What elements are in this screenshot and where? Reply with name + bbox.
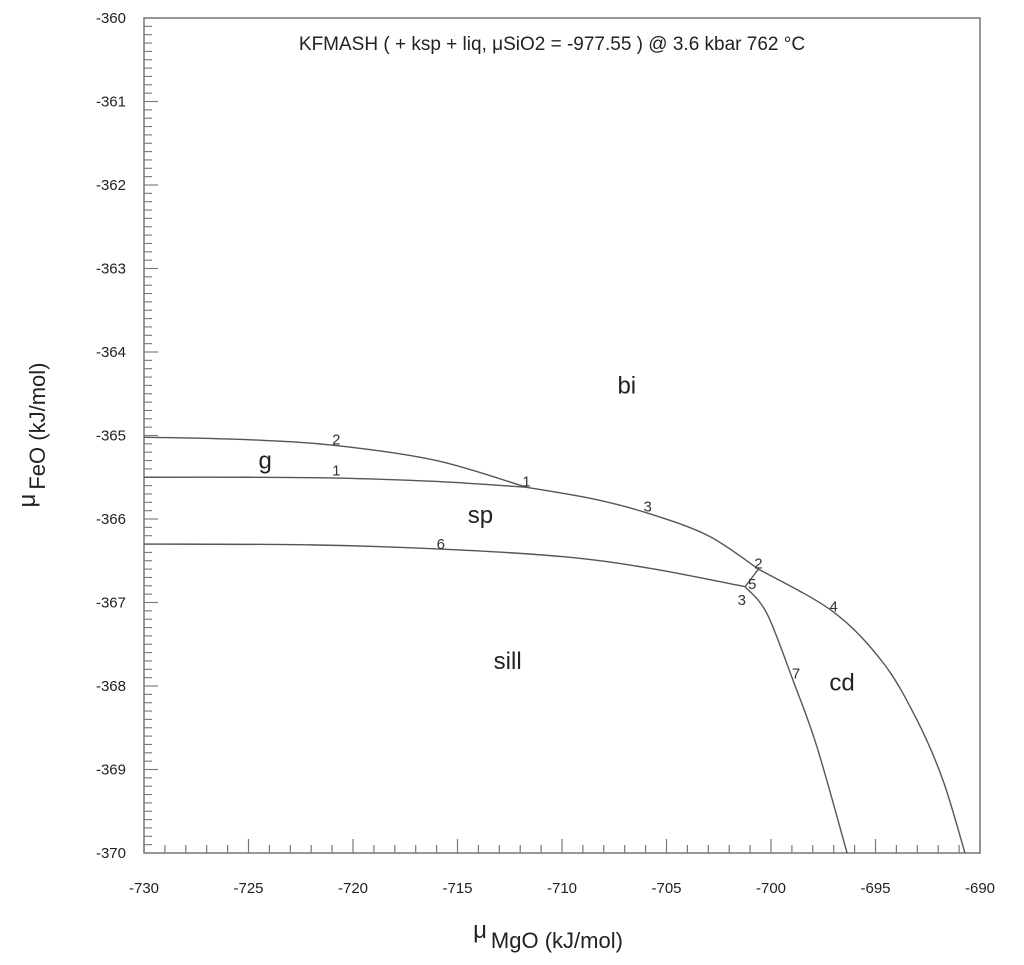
x-tick-label: -710 (547, 880, 577, 897)
plot-frame (143, 17, 981, 854)
reaction-label: 1 (522, 473, 530, 490)
reaction-label: 3 (644, 498, 652, 515)
boundary-bi-cd (758, 568, 966, 854)
phase-label-g: g (259, 448, 272, 475)
reaction-label: 1 (332, 463, 340, 480)
x-tick-label: -720 (338, 880, 368, 897)
y-axis-title: μ FeO (kJ/mol) (14, 363, 50, 508)
y-tick-label: -365 (96, 428, 126, 445)
x-axis-mu: μ (473, 917, 487, 944)
axis-ticks: -730 -725 -720 -715 -710 -705 -700 -695 -690 -360… (96, 10, 995, 897)
y-tick-label: -362 (96, 177, 126, 194)
x-tick-label: -725 (233, 880, 263, 897)
boundary-g-sp (143, 476, 527, 488)
x-tick-label: -705 (651, 880, 681, 897)
phase-boundaries (143, 436, 966, 854)
reaction-label: 7 (792, 665, 800, 682)
x-tick-label: -700 (756, 880, 786, 897)
phase-label-sp: sp (468, 502, 493, 529)
x-tick-label: -695 (860, 880, 890, 897)
boundary-bi-sp (526, 486, 759, 570)
reaction-label: 2 (754, 555, 762, 572)
boundary-sp-sill (143, 543, 746, 588)
phase-label-sill: sill (494, 648, 522, 675)
y-tick-label: -363 (96, 261, 126, 278)
phase-label-cd: cd (829, 670, 854, 697)
x-tick-label: -715 (442, 880, 472, 897)
reaction-label: 2 (332, 432, 340, 449)
y-tick-label: -368 (96, 678, 126, 695)
x-tick-label: -730 (129, 880, 159, 897)
y-tick-label: -364 (96, 344, 126, 361)
y-axis-label-text: FeO (kJ/mol) (25, 363, 50, 490)
x-axis-title: μ MgO (kJ/mol) (473, 917, 623, 953)
boundary-g-bi (143, 436, 527, 488)
x-axis-label-text: MgO (kJ/mol) (491, 928, 623, 953)
reaction-label: 3 (738, 592, 746, 609)
y-tick-label: -366 (96, 511, 126, 528)
reaction-label: 4 (830, 599, 838, 616)
y-tick-label: -367 (96, 595, 126, 612)
reaction-label: 5 (748, 576, 756, 593)
y-tick-label: -361 (96, 94, 126, 111)
reaction-label: 6 (437, 536, 445, 553)
boundary-sill-cd (744, 586, 848, 854)
y-tick-label: -369 (96, 762, 126, 779)
y-axis-mu: μ (14, 494, 41, 508)
boundary-sp-cd (744, 568, 760, 588)
chart-title: KFMASH ( + ksp + liq, μSiO2 = -977.55 ) … (299, 34, 805, 55)
y-tick-label: -370 (96, 845, 126, 862)
x-tick-label: -690 (965, 880, 995, 897)
y-tick-label: -360 (96, 10, 126, 27)
phase-label-bi: bi (617, 372, 636, 399)
